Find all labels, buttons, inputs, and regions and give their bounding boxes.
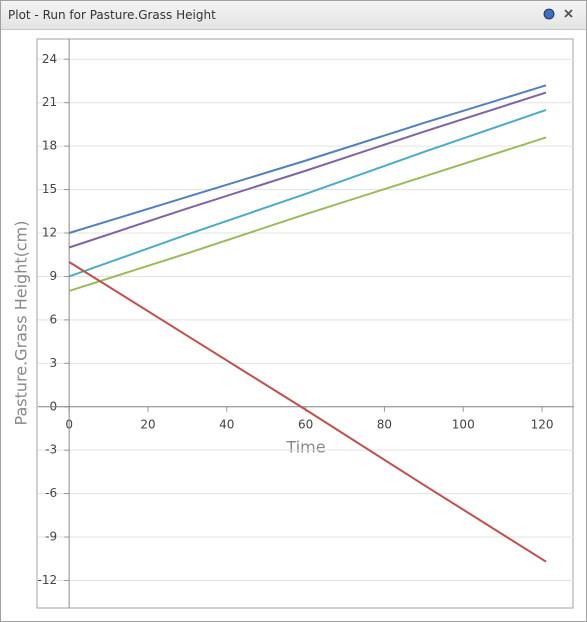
x-tick-label: 20 — [140, 417, 155, 431]
series-line — [68, 261, 547, 563]
options-icon[interactable] — [543, 8, 555, 20]
x-tick-label: 100 — [452, 417, 475, 431]
x-axis-label: Time — [285, 438, 325, 457]
x-tick-label: 40 — [219, 417, 234, 431]
title-bar: Plot - Run for Pasture.Grass Height — [1, 1, 586, 30]
series-line — [68, 91, 547, 249]
x-tick-label: 80 — [377, 417, 392, 431]
x-tick-label: 60 — [298, 417, 313, 431]
y-axis-label: Pasture.Grass Height(cm) — [12, 221, 31, 426]
y-tick-label: -3 — [45, 443, 57, 457]
x-tick-label: 120 — [531, 417, 554, 431]
chart: Time Pasture.Grass Height(cm) -12-9-6-30… — [12, 38, 574, 609]
series-line — [68, 108, 547, 278]
y-tick-label: -9 — [45, 530, 57, 544]
y-tick-label: 21 — [42, 95, 57, 109]
close-button[interactable] — [564, 9, 573, 18]
y-tick-label: 6 — [49, 312, 57, 326]
series-line — [68, 84, 547, 234]
title-buttons — [543, 8, 573, 20]
y-tick-label: 9 — [49, 269, 57, 283]
window-title: Plot - Run for Pasture.Grass Height — [8, 8, 216, 22]
y-tick-label: -6 — [45, 486, 57, 500]
y-tick-label: 18 — [42, 139, 57, 153]
series-line — [68, 136, 547, 292]
y-tick-label: 15 — [42, 182, 57, 196]
y-tick-label: 12 — [42, 226, 57, 240]
y-tick-label: -12 — [38, 573, 58, 587]
plot-frame — [36, 38, 574, 609]
y-tick-label: 24 — [42, 52, 57, 66]
y-tick-label: 3 — [49, 356, 57, 370]
